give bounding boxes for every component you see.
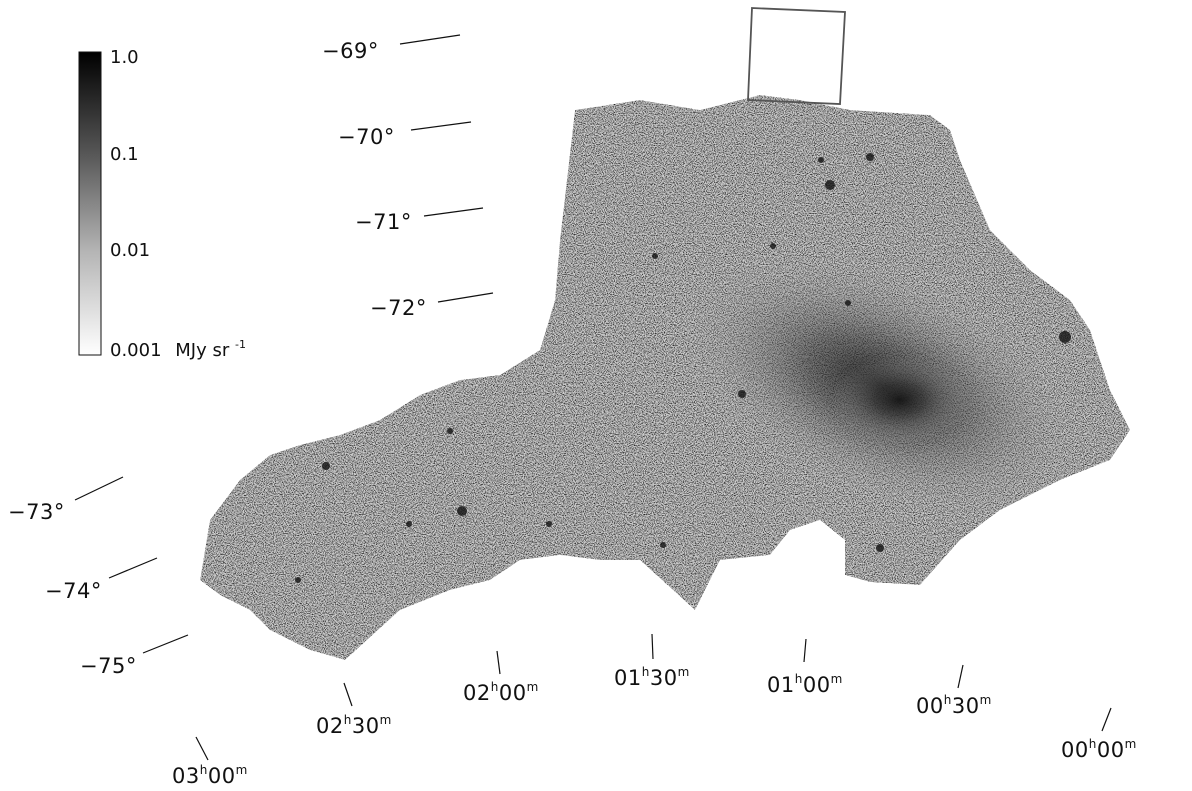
point-source: [295, 577, 301, 583]
declination-label: −72°: [370, 296, 427, 320]
point-source: [406, 521, 412, 527]
declination-label: −69°: [322, 39, 379, 63]
point-source: [818, 157, 824, 163]
point-source: [845, 300, 851, 306]
declination-tick: [437, 292, 494, 303]
declination-tick: [399, 34, 461, 45]
declination-label: −74°: [45, 579, 102, 603]
point-sources: [295, 153, 1071, 585]
ra-label: 01h00m: [767, 672, 843, 697]
point-source: [1059, 331, 1071, 343]
ra-tick: [651, 633, 654, 660]
declination-tick: [108, 557, 158, 579]
point-source: [738, 390, 746, 398]
point-source: [447, 428, 453, 434]
colorbar-unit-label: 0.001 MJy sr -1: [110, 338, 246, 361]
colorbar: 1.0 0.1 0.01 0.001 MJy sr -1: [78, 47, 246, 361]
point-source: [660, 542, 666, 548]
point-source: [652, 253, 658, 259]
ra-tick: [343, 682, 353, 707]
ra-label: 02h30m: [316, 713, 392, 738]
declination-tick: [74, 476, 124, 501]
point-source: [322, 462, 330, 470]
right-ascension-axis: 03h00m 02h30m 02h00m 01h30m 01h00m 00h30m 00h0…: [172, 633, 1137, 788]
ra-label: 00h30m: [916, 693, 992, 718]
declination-label: −73°: [8, 500, 65, 524]
point-source: [825, 180, 835, 190]
colorbar-gradient: [78, 51, 102, 356]
colorbar-tick-label: 0.01: [110, 240, 150, 261]
ra-tick: [496, 650, 501, 675]
point-source: [457, 506, 467, 516]
infrared-emission-image: [200, 95, 1130, 660]
point-source: [876, 544, 884, 552]
point-source: [866, 153, 874, 161]
colorbar-min-value: 0.001: [110, 340, 162, 361]
colorbar-tick-label: 1.0: [110, 47, 139, 68]
ra-tick: [957, 664, 964, 689]
galaxy-core-emission: [830, 355, 970, 445]
declination-tick: [410, 121, 472, 131]
detector-tile: [747, 7, 846, 105]
declination-axis: −69° −70° −71° −72° −73° −74° −75°: [8, 34, 494, 678]
ra-label: 03h00m: [172, 763, 248, 788]
colorbar-unit-exponent: -1: [235, 338, 246, 351]
ra-tick: [803, 638, 807, 663]
ra-label: 01h30m: [614, 665, 690, 690]
ra-label: 00h00m: [1061, 737, 1137, 762]
colorbar-tick-label: 0.1: [110, 144, 139, 165]
declination-label: −70°: [338, 125, 395, 149]
declination-tick: [142, 634, 189, 654]
colorbar-unit: MJy sr: [175, 340, 230, 361]
ra-tick: [195, 736, 209, 761]
declination-label: −71°: [355, 210, 412, 234]
point-source: [770, 243, 776, 249]
declination-tick: [423, 207, 484, 217]
point-source: [546, 521, 552, 527]
tile-outlines: [747, 7, 846, 105]
ra-tick: [1101, 707, 1112, 732]
declination-label: −75°: [80, 654, 137, 678]
ra-label: 02h00m: [463, 680, 539, 705]
point-source: [500, 579, 506, 585]
